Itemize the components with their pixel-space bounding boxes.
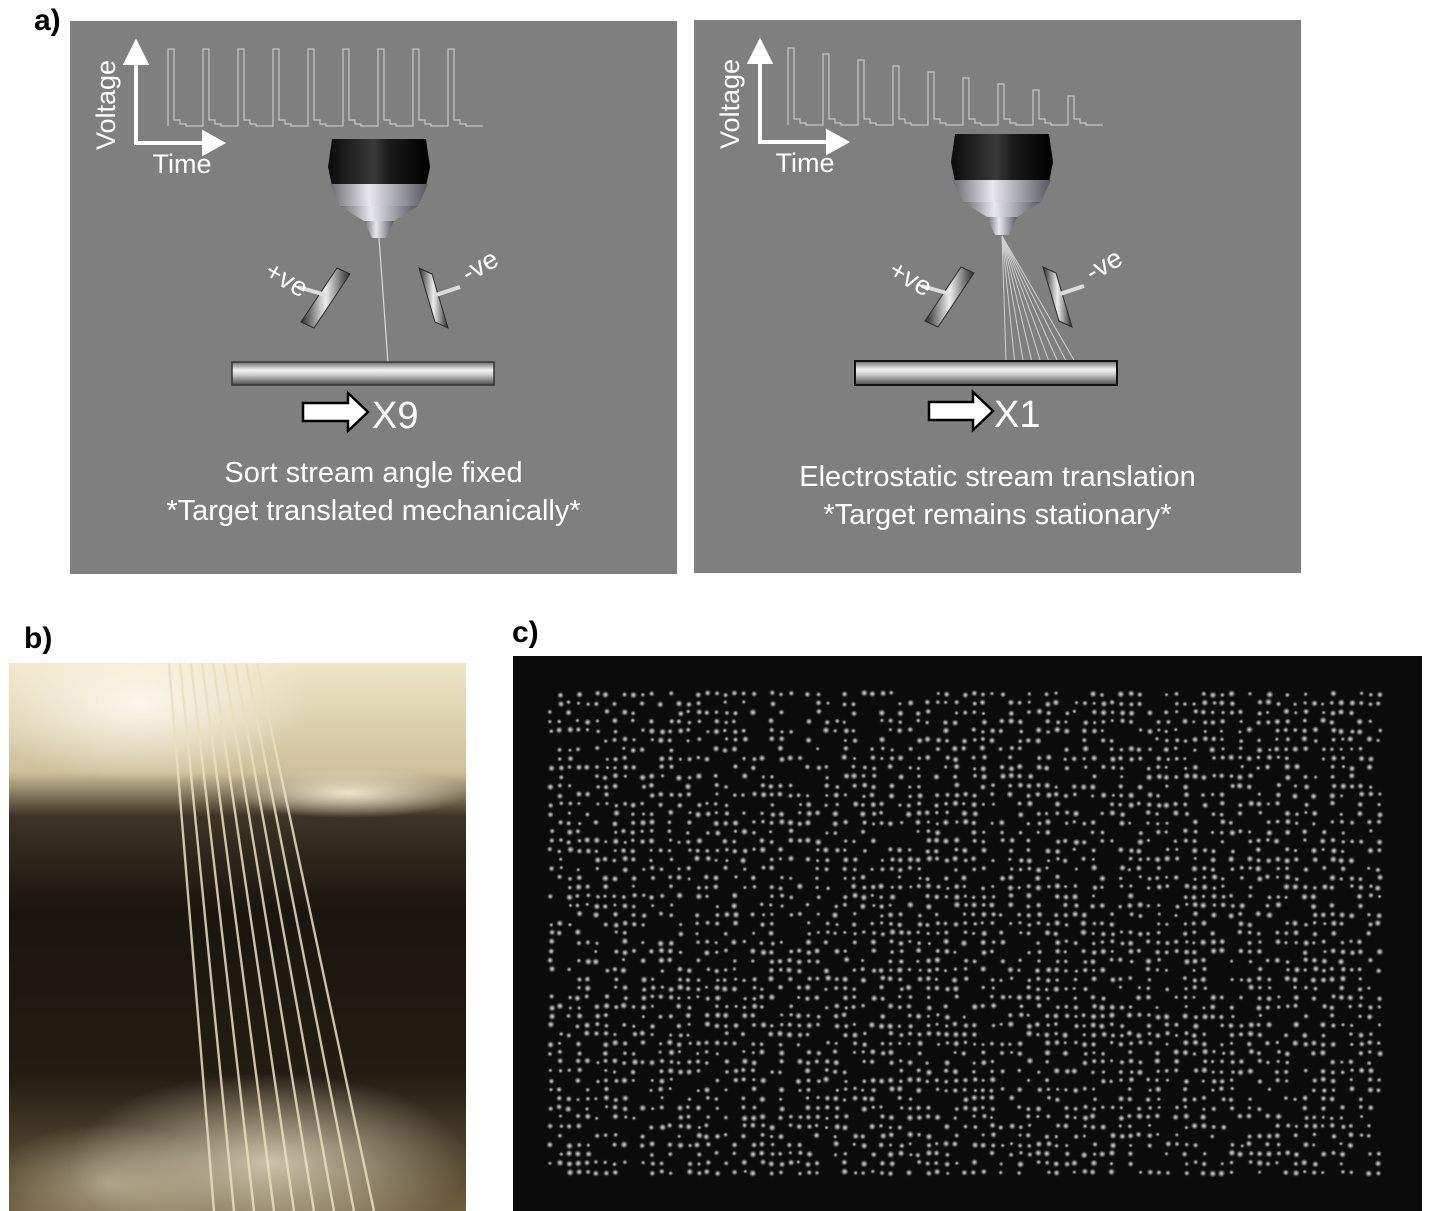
light-stream — [189, 663, 256, 1211]
negative-deflector-plate — [1042, 266, 1085, 328]
sort-stream — [378, 237, 389, 364]
voltage-pulse-train — [787, 47, 1103, 126]
caption-line-1: Sort stream angle fixed — [224, 457, 523, 489]
light-stream — [255, 663, 376, 1211]
negative-charge-label: -ve — [1080, 242, 1127, 287]
stream-line — [1001, 235, 1007, 361]
diagram-fixed-angle: Voltage Time +ve -ve X9 Sort stream angl… — [70, 21, 677, 574]
light-stream — [200, 663, 276, 1211]
deflected-streams — [1001, 235, 1075, 361]
voltage-axis-label: Voltage — [91, 60, 121, 150]
light-stream — [244, 663, 356, 1211]
positive-charge-label: +ve — [884, 254, 937, 302]
voltage-pulse-train — [167, 48, 483, 127]
time-axis-label: Time — [153, 149, 212, 179]
droplet-array-image — [513, 656, 1422, 1211]
stream-line — [1001, 235, 1049, 361]
stream-photograph — [9, 663, 466, 1211]
stream-line — [1001, 235, 1066, 361]
positive-deflector-plate — [297, 267, 351, 329]
light-stream — [211, 663, 296, 1211]
stream-photograph-image — [9, 663, 466, 1211]
stream-line — [1001, 235, 1041, 361]
translation-arrow-icon — [927, 389, 995, 433]
nozzle-icon — [328, 139, 430, 238]
diagram-electrostatic-graphic: Voltage Time +ve -ve X1 — [715, 37, 1127, 436]
voltage-axis-label: Voltage — [715, 59, 745, 149]
positive-deflector-plate — [921, 266, 975, 328]
time-voltage-axes — [746, 37, 851, 156]
light-stream — [222, 663, 316, 1211]
light-stream — [178, 663, 236, 1211]
caption-line-2: *Target translated mechanically* — [166, 495, 581, 527]
panel-b-label: b) — [24, 622, 53, 655]
stream-line — [1001, 235, 1032, 361]
multiplier-label: X9 — [372, 395, 418, 437]
caption-line-2: *Target remains stationary* — [823, 499, 1172, 531]
target-plate — [854, 360, 1118, 386]
negative-charge-label: -ve — [456, 243, 503, 288]
stream-line — [1001, 235, 1015, 361]
translation-arrow-icon — [301, 390, 370, 434]
droplet-array-micrograph — [513, 656, 1422, 1211]
panel-c-label: c) — [512, 616, 539, 649]
nozzle-icon — [951, 134, 1053, 235]
light-stream — [167, 663, 216, 1211]
stream-line — [1001, 235, 1024, 361]
panel-a-label: a) — [34, 4, 61, 37]
stream-line — [1001, 235, 1058, 361]
diagram-electrostatic: Voltage Time +ve -ve X1 Electrostatic st… — [694, 20, 1301, 573]
stream-line — [1001, 235, 1075, 361]
diagram-fixed-angle-graphic: Voltage Time +ve -ve X9 — [91, 38, 503, 437]
light-streams — [167, 663, 376, 1211]
positive-charge-label: +ve — [260, 255, 313, 303]
caption-line-1: Electrostatic stream translation — [799, 461, 1196, 493]
light-stream — [233, 663, 336, 1211]
time-axis-label: Time — [776, 148, 835, 178]
negative-deflector-plate — [418, 267, 461, 329]
time-voltage-axes — [122, 38, 227, 157]
multiplier-label: X1 — [994, 394, 1040, 436]
target-plate — [231, 361, 495, 386]
